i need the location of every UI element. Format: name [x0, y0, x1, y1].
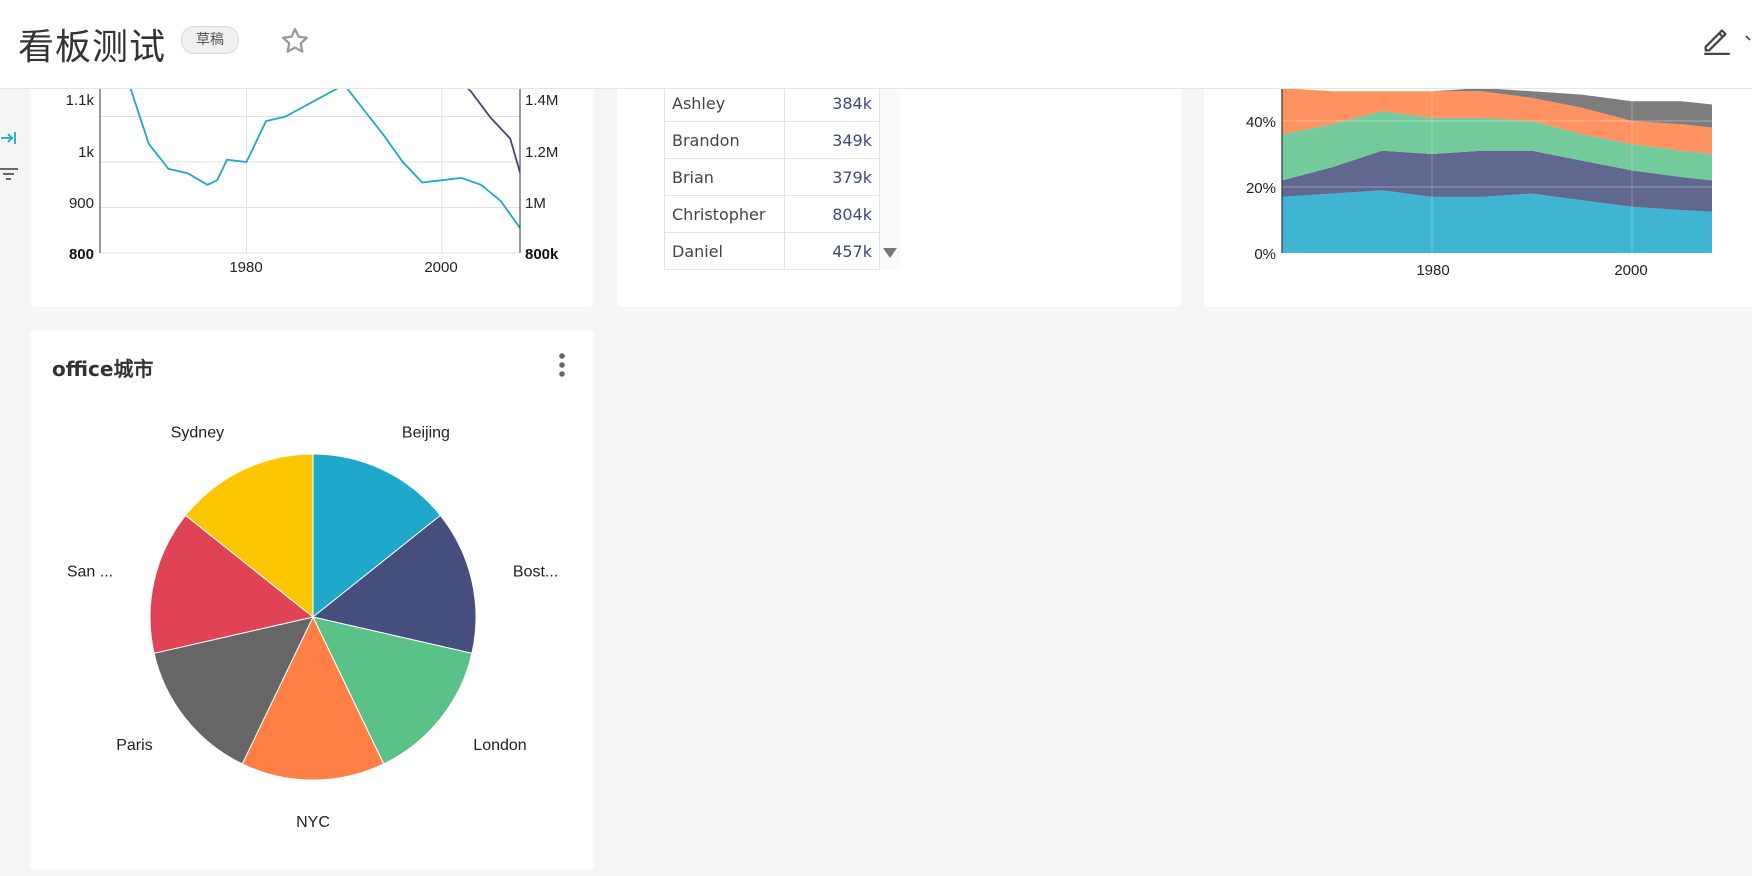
status-badge: 草稿 [181, 26, 239, 54]
table-row[interactable]: Christopher 804k [664, 195, 880, 233]
line-chart: 1.1k 1k 900 800 1.4M 1.2M 1M 800k 1980 2… [66, 88, 559, 276]
table-row[interactable]: Ashley 384k [664, 84, 880, 122]
right-tick: 1M [525, 195, 546, 212]
table-row[interactable]: Brandon 349k [664, 121, 880, 159]
area-series [1282, 111, 1712, 181]
pie-label: San ... [67, 563, 113, 580]
area-series [1282, 88, 1712, 128]
x-tick: 1980 [229, 259, 262, 276]
table-cell-name: Christopher [664, 195, 785, 233]
pie-slice [312, 616, 473, 765]
filter-icon[interactable] [0, 164, 20, 184]
right-tick: 1.2M [525, 144, 558, 161]
y-tick: 20% [1246, 180, 1276, 197]
table-cell-value: 804k [784, 195, 880, 233]
right-tick: 1.4M [525, 92, 558, 109]
area-series [1282, 88, 1712, 154]
pie-slice [241, 615, 385, 781]
pie-slice [311, 514, 477, 654]
pie-label: London [473, 737, 526, 754]
area-chart: 40% 20% 0% 1980 2000 [1246, 88, 1712, 279]
table-cell-value: 457k [784, 232, 880, 270]
pie-label: NYC [296, 814, 330, 831]
dashboard-header: 看板测试 草稿 [0, 0, 1752, 89]
expand-panel-icon[interactable] [0, 128, 20, 148]
chevron-down-icon[interactable] [1740, 26, 1752, 52]
table-cell-value: 349k [784, 121, 880, 159]
table-cell-name: Brian [664, 158, 785, 196]
x-tick: 2000 [424, 259, 457, 276]
pie-slice [149, 514, 315, 654]
area-series [1282, 150, 1712, 212]
x-tick: 1980 [1416, 262, 1449, 279]
table-cell-value: 379k [784, 158, 880, 196]
table-row[interactable]: Brian 379k [664, 158, 880, 196]
left-tick: 1.1k [66, 92, 95, 109]
table-cell-name: Brandon [664, 121, 785, 159]
dashboard-title[interactable]: 看板测试 [18, 27, 167, 68]
y-tick: 0% [1254, 246, 1276, 263]
left-tick: 900 [69, 195, 94, 212]
left-tick: 1k [78, 144, 94, 161]
scroll-down-icon[interactable] [882, 246, 898, 260]
table-cell-name: Ashley [664, 84, 785, 122]
table-cell-name: Daniel [664, 232, 785, 270]
right-tick: 800k [525, 246, 559, 263]
area-series [1282, 190, 1712, 253]
chart-title: office城市 [52, 357, 154, 381]
edit-icon[interactable] [1700, 22, 1734, 56]
pie-slice [153, 616, 314, 765]
line-series [466, 88, 520, 173]
x-tick: 2000 [1614, 262, 1647, 279]
pie-label: Sydney [171, 424, 224, 441]
pie-chart: Beijing Bost... London NYC Paris San ... Sydne… [67, 424, 558, 831]
pie-label: Beijing [402, 424, 450, 441]
pie-chart-card: office城市 Beijing Bost... London NYC Paris San… [30, 331, 594, 869]
pie-label: Paris [116, 737, 152, 754]
y-tick: 40% [1246, 114, 1276, 131]
data-table: Ashley 384k Brandon 349k Brian 379k Christo… [664, 84, 880, 270]
star-icon[interactable] [280, 26, 310, 56]
pie-slice [184, 453, 314, 619]
table-cell-value: 384k [784, 84, 880, 122]
table-row[interactable]: Daniel 457k [664, 232, 880, 270]
pie-label: Bost... [513, 563, 558, 580]
table-scroll-track[interactable] [880, 84, 900, 270]
line-series [129, 88, 520, 229]
left-tick: 800 [69, 246, 94, 263]
more-vertical-icon[interactable] [554, 351, 570, 381]
pie-slice [312, 453, 442, 619]
